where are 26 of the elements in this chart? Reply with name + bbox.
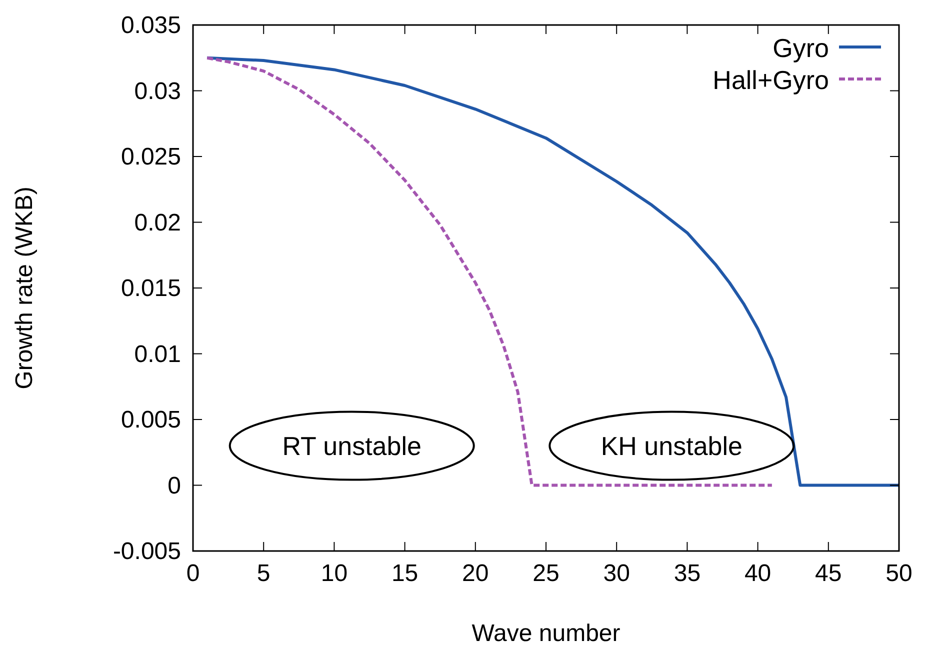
x-tick-label: 30 — [603, 560, 630, 587]
y-tick-label: 0.005 — [120, 406, 181, 434]
x-tick-label: 45 — [815, 560, 842, 587]
y-tick-label: 0.03 — [134, 78, 181, 105]
x-tick-label: 15 — [391, 560, 418, 587]
x-tick-label: 10 — [320, 560, 348, 587]
x-tick-label: 40 — [744, 560, 772, 587]
y-tick-label: 0.015 — [120, 275, 181, 302]
y-tick-label: 0.025 — [120, 144, 181, 170]
y-tick-label: 0 — [168, 472, 181, 500]
legend-label: Hall+Gyro — [712, 65, 829, 95]
y-tick-label: 0.02 — [134, 209, 181, 236]
x-tick-label: 50 — [886, 560, 912, 587]
x-tick-label: 25 — [532, 560, 560, 587]
annotation: RT unstable — [282, 430, 422, 461]
legend-label: Gyro — [772, 33, 829, 63]
x-axis-title: Wave number — [472, 620, 620, 647]
x-tick-label: 5 — [256, 560, 270, 587]
annotation: KH unstable — [600, 430, 742, 461]
x-tick-label: 0 — [186, 560, 200, 587]
x-tick-label: 20 — [462, 560, 489, 587]
y-tick-label: -0.005 — [112, 538, 181, 565]
x-tick-label: 35 — [674, 560, 701, 587]
y-tick-label: 0.01 — [134, 340, 181, 368]
y-tick-label: 0.035 — [120, 12, 181, 39]
y-axis-title: Growth rate (WKB) — [11, 186, 38, 390]
